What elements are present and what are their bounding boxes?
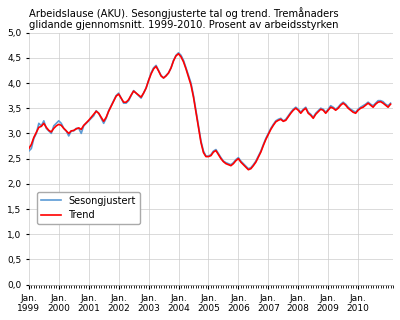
Sesongjustert (241, 162, 246, 165)
Sesongjustert (26, 149, 31, 153)
Trend (176, 52, 181, 56)
Sesongjustert (211, 149, 216, 153)
Trend (69, 129, 74, 133)
Trend (116, 92, 121, 96)
Trend (26, 147, 31, 150)
Trend (211, 150, 216, 154)
Trend (241, 163, 246, 167)
Line: Trend: Trend (29, 54, 390, 170)
Sesongjustert (246, 167, 251, 171)
Sesongjustert (388, 101, 393, 105)
Trend (129, 93, 134, 97)
Sesongjustert (69, 129, 74, 133)
Sesongjustert (176, 51, 181, 55)
Text: Arbeidslause (AKU). Sesongjusterte tal og trend. Tremånaders
glidande gjennomsni: Arbeidslause (AKU). Sesongjusterte tal o… (29, 7, 338, 30)
Sesongjustert (114, 94, 118, 98)
Line: Sesongjustert: Sesongjustert (29, 53, 390, 169)
Trend (114, 94, 118, 98)
Trend (388, 102, 393, 106)
Legend: Sesongjustert, Trend: Sesongjustert, Trend (37, 192, 140, 224)
Trend (246, 168, 251, 172)
Sesongjustert (129, 94, 134, 98)
Sesongjustert (116, 91, 121, 95)
